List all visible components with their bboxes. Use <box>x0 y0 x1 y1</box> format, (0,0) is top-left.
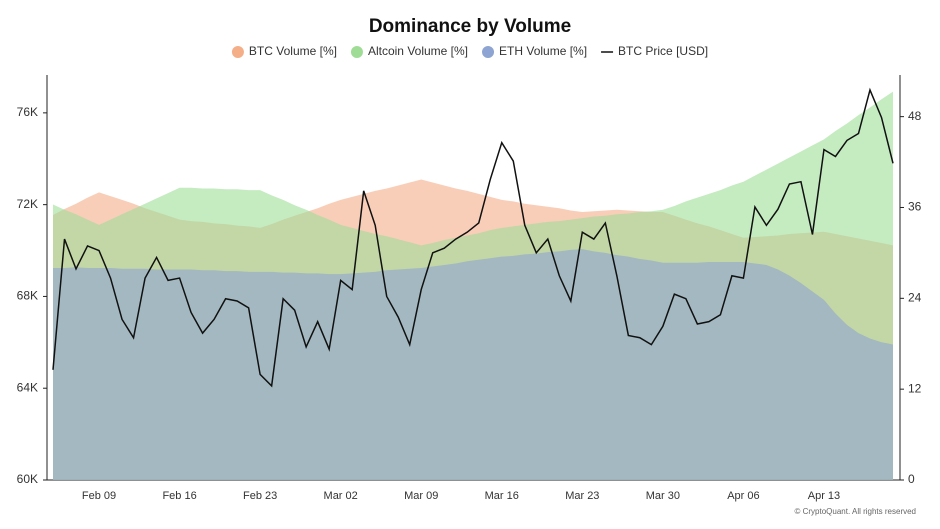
x-tick-label: Mar 02 <box>324 490 358 502</box>
y-tick-label: 68K <box>17 289 38 303</box>
legend: BTC Volume [%] Altcoin Volume [%] ETH Volu… <box>231 44 708 58</box>
x-tick-label: Apr 13 <box>808 490 840 502</box>
legend-swatch <box>350 46 363 58</box>
x-tick-label: Feb 16 <box>162 490 196 502</box>
plot <box>52 87 894 480</box>
legend-label: BTC Volume [%] <box>249 44 337 58</box>
y-tick-label: 60K <box>17 472 38 486</box>
y2-tick-label: 0 <box>908 472 915 486</box>
x-tick-label: Mar 09 <box>404 490 438 502</box>
legend-label: BTC Price [USD] <box>618 44 708 58</box>
x-tick-label: Feb 09 <box>82 490 116 502</box>
credit: © CryptoQuant. All rights reserved <box>795 507 917 516</box>
line <box>52 87 894 388</box>
y-tick-label: 76K <box>17 105 38 119</box>
legend-label: Altcoin Volume [%] <box>368 44 468 58</box>
y2-tick-label: 36 <box>908 200 922 214</box>
legend-swatch <box>231 46 244 58</box>
y2-tick-label: 12 <box>908 381 922 395</box>
x-tick-label: Feb 23 <box>243 490 277 502</box>
chart-title: Dominance by Volume <box>369 16 571 37</box>
x-tick-label: Mar 30 <box>646 490 680 502</box>
y2-tick-label: 48 <box>908 109 922 123</box>
y-tick-label: 64K <box>17 380 38 394</box>
x-tick-label: Mar 16 <box>485 490 519 502</box>
legend-label: ETH Volume [%] <box>499 44 587 58</box>
x-tick-label: Mar 23 <box>565 490 599 502</box>
area <box>53 249 893 480</box>
y2-tick-label: 24 <box>908 290 922 304</box>
y-tick-label: 72K <box>17 197 38 211</box>
legend-swatch <box>482 46 495 58</box>
x-tick-label: Apr 06 <box>727 490 759 502</box>
